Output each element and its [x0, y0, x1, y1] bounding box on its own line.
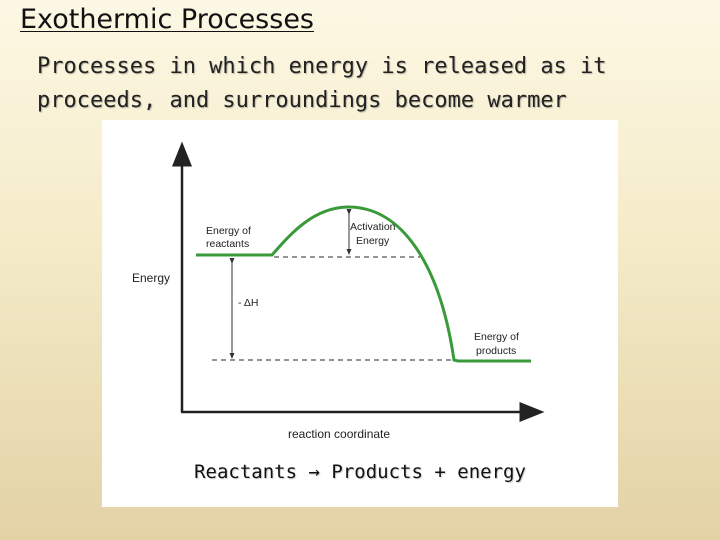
equation-reactants: Reactants — [194, 461, 298, 483]
energy-diagram: Energy Energy of reactants Activation En… — [132, 141, 545, 441]
slide-subtitle: Processes in which energy is released as… — [37, 54, 607, 113]
energy-curve — [196, 205, 531, 363]
energy-diagram-panel: Energy Energy of reactants Activation En… — [102, 120, 618, 507]
activation-energy-label-line1: Activation — [350, 221, 396, 233]
reaction-equation: Reactants → Products + energy — [102, 461, 618, 483]
slide-title: Exothermic Processes — [20, 4, 314, 35]
products-energy-label-line1: Energy of — [474, 331, 519, 343]
reactants-energy-label-line1: Energy of — [206, 225, 251, 237]
activation-energy-label-line2: Energy — [356, 235, 390, 247]
x-axis-label: reaction coordinate — [288, 427, 390, 441]
y-axis-label: Energy — [132, 271, 170, 285]
equation-products: Products + energy — [331, 461, 526, 483]
delta-h-label: - ΔH — [238, 297, 258, 309]
products-energy-label-line2: products — [476, 345, 516, 357]
reactants-energy-label-line2: reactants — [206, 238, 249, 250]
right-arrow-icon: → — [308, 461, 320, 483]
